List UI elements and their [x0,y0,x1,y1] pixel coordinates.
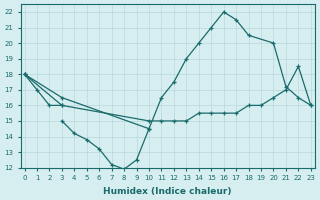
X-axis label: Humidex (Indice chaleur): Humidex (Indice chaleur) [103,187,232,196]
